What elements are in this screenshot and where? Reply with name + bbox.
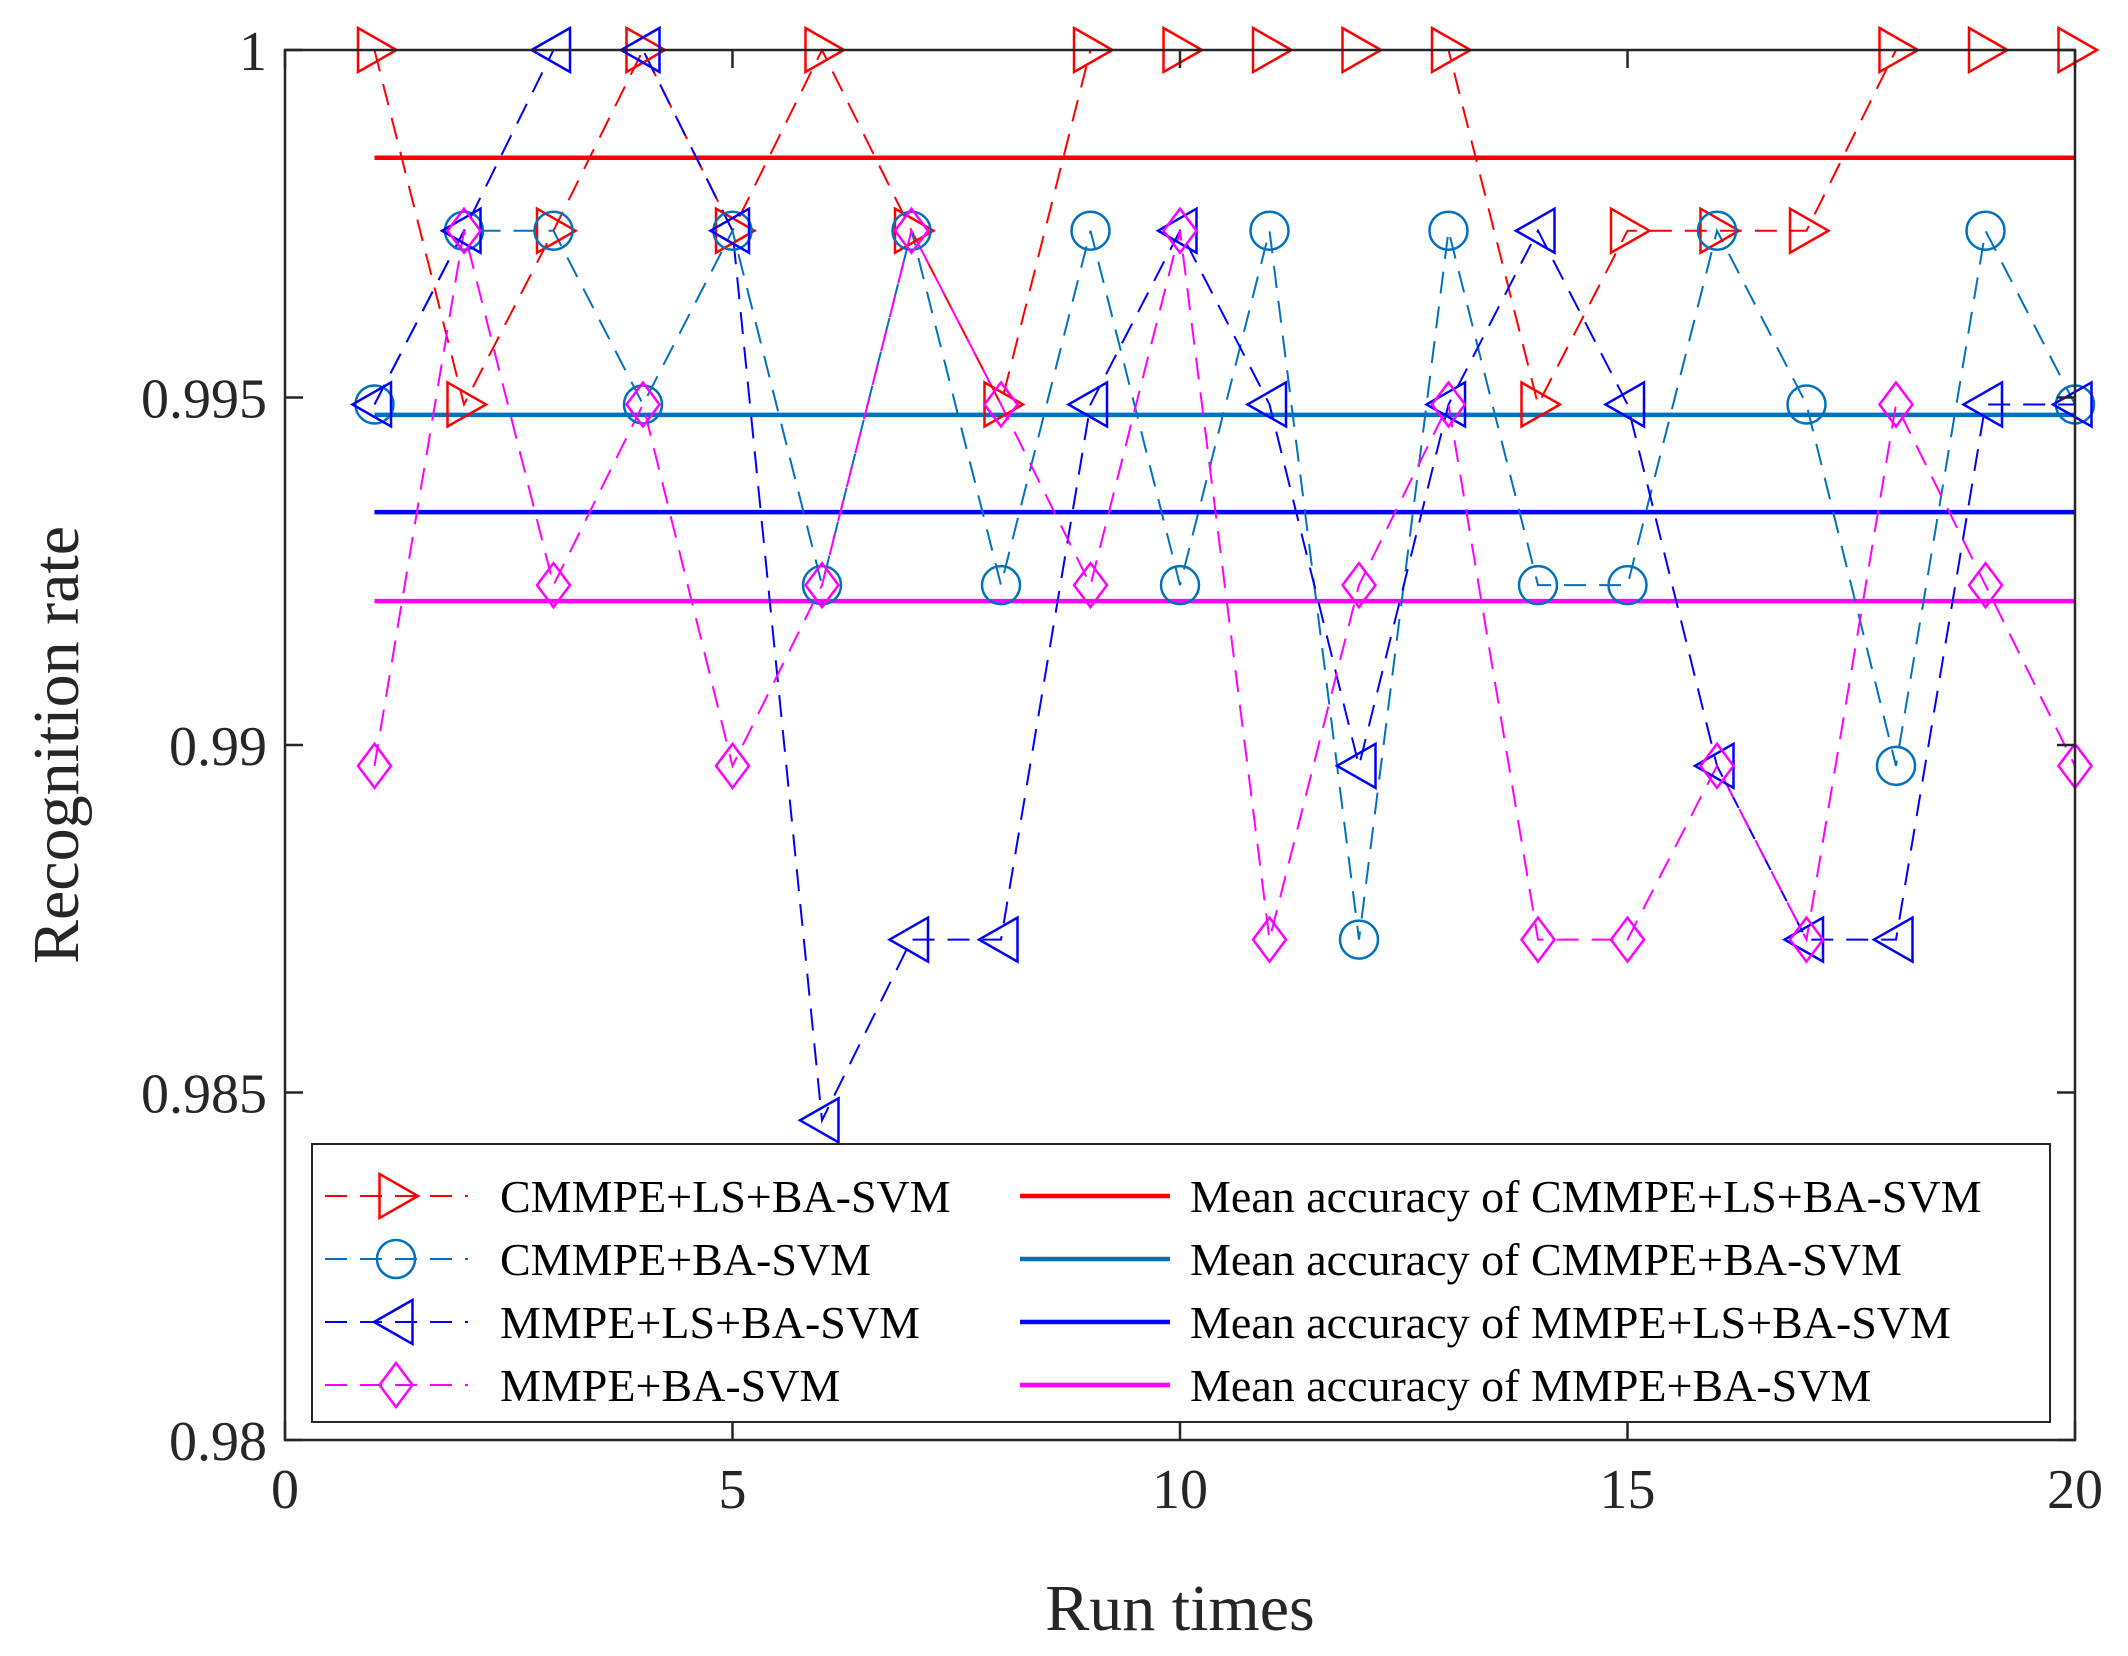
y-tick-label: 0.98 <box>169 1411 267 1473</box>
legend-label-4: MMPE+BA-SVM <box>500 1360 840 1411</box>
x-tick-label: 0 <box>271 1459 299 1521</box>
data-point-s1-3 <box>535 206 579 255</box>
data-point-s4-4 <box>624 380 662 429</box>
data-point-s4-12 <box>1340 561 1378 610</box>
legend-marker-1 <box>378 1171 421 1221</box>
legend-marker-4 <box>377 1360 415 1410</box>
data-point-s3-5 <box>707 206 751 255</box>
data-point-s2-8 <box>980 564 1022 606</box>
data-point-s3-11 <box>1244 380 1288 429</box>
x-tick-label: 10 <box>1152 1459 1208 1521</box>
y-tick-label: 1 <box>239 21 267 83</box>
data-point-s4-19 <box>1967 561 2004 610</box>
series-line-1 <box>373 47 2075 408</box>
series-line-4 <box>373 227 2076 943</box>
data-point-s2-5 <box>712 210 753 251</box>
data-point-s2-10 <box>1159 564 1201 606</box>
legend-mean-label-2: Mean accuracy of CMMPE+BA-SVM <box>1190 1234 1902 1285</box>
legend-items: CMMPE+LS+BA-SVM CMMPE+BA-SVM MMPE+LS+BA-SV… <box>325 1171 1982 1411</box>
data-point-s2-3 <box>533 210 574 251</box>
y-axis-title: Recognition rate <box>20 526 93 964</box>
data-point-s4-11 <box>1251 915 1288 964</box>
y-tick-label: 0.985 <box>141 1064 267 1126</box>
data-point-s4-2 <box>445 206 483 255</box>
data-point-s4-16 <box>1698 741 1736 790</box>
series-lines <box>373 47 2076 1124</box>
legend-mean-label-4: Mean accuracy of MMPE+BA-SVM <box>1190 1360 1871 1411</box>
data-point-s4-13 <box>1430 380 1467 429</box>
data-point-s3-14 <box>1513 206 1556 255</box>
legend-label-2: CMMPE+BA-SVM <box>500 1234 871 1285</box>
data-point-s2-11 <box>1249 210 1290 251</box>
data-point-s2-15 <box>1607 564 1648 606</box>
x-tick-label: 20 <box>2047 1459 2103 1521</box>
x-axis-title: Run times <box>1045 1572 1315 1645</box>
data-point-s1-15 <box>1609 206 1653 255</box>
data-point-s4-1 <box>356 741 393 790</box>
data-point-s2-4 <box>622 384 664 425</box>
data-point-s3-6 <box>797 1096 840 1145</box>
data-point-s3-9 <box>1065 380 1109 429</box>
data-point-s4-3 <box>535 561 572 610</box>
data-point-s4-9 <box>1072 561 1109 610</box>
data-point-s2-17 <box>1786 384 1827 425</box>
data-point-s3-7 <box>886 915 930 964</box>
legend-marker-3 <box>371 1297 414 1347</box>
data-point-s2-6 <box>801 564 843 606</box>
data-point-s2-16 <box>1696 210 1738 251</box>
data-point-s4-10 <box>1161 206 1199 255</box>
data-point-s3-15 <box>1602 380 1646 429</box>
data-point-s4-17 <box>1788 915 1825 964</box>
y-tick-label: 0.99 <box>169 716 267 778</box>
data-point-s2-9 <box>1070 210 1111 251</box>
data-point-s3-18 <box>1871 915 1914 964</box>
data-point-s1-5 <box>714 206 758 255</box>
legend-box <box>311 1143 2051 1423</box>
data-point-s3-1 <box>349 380 393 429</box>
data-point-s2-18 <box>1875 745 1917 787</box>
data-point-s4-7 <box>893 206 930 255</box>
data-point-s1-2 <box>446 380 489 429</box>
axis-ticks <box>283 48 2077 1442</box>
legend-label-3: MMPE+LS+BA-SVM <box>500 1297 920 1348</box>
data-point-s3-12 <box>1334 741 1377 791</box>
legend-mean-label-1: Mean accuracy of CMMPE+LS+BA-SVM <box>1190 1171 1982 1222</box>
axis-tick-labels: 0 5 10 15 20 0.98 0.985 0.99 0.995 1 <box>141 21 2103 1521</box>
data-point-s2-19 <box>1965 210 2006 251</box>
data-point-s4-5 <box>714 741 751 790</box>
series-line-3 <box>373 49 2075 1124</box>
x-tick-label: 5 <box>719 1459 747 1521</box>
legend: CMMPE+LS+BA-SVM CMMPE+BA-SVM MMPE+LS+BA-SV… <box>311 1143 2051 1423</box>
data-point-s1-14 <box>1520 380 1563 429</box>
data-point-s2-7 <box>891 210 932 251</box>
data-point-s3-19 <box>1960 380 2004 429</box>
x-tick-label: 15 <box>1600 1459 1656 1521</box>
data-point-s2-13 <box>1428 210 1469 251</box>
data-point-s3-8 <box>976 915 1019 964</box>
data-point-s1-16 <box>1699 206 1742 255</box>
y-tick-label: 0.995 <box>141 369 267 431</box>
data-point-s4-14 <box>1519 915 1557 964</box>
data-point-s2-2 <box>443 210 485 251</box>
data-point-s2-14 <box>1517 564 1559 606</box>
data-point-s4-18 <box>1877 380 1915 429</box>
data-point-s4-8 <box>982 380 1020 429</box>
data-point-s2-1 <box>354 384 395 425</box>
legend-label-1: CMMPE+LS+BA-SVM <box>500 1171 951 1222</box>
data-point-s2-12 <box>1338 919 1380 960</box>
legend-mean-label-3: Mean accuracy of MMPE+LS+BA-SVM <box>1190 1297 1951 1348</box>
data-point-s1-17 <box>1788 206 1832 255</box>
data-point-s4-6 <box>803 561 841 610</box>
legend-marker-2 <box>375 1238 417 1280</box>
data-point-s4-15 <box>1609 915 1646 964</box>
data-point-s3-20 <box>2050 380 2093 429</box>
